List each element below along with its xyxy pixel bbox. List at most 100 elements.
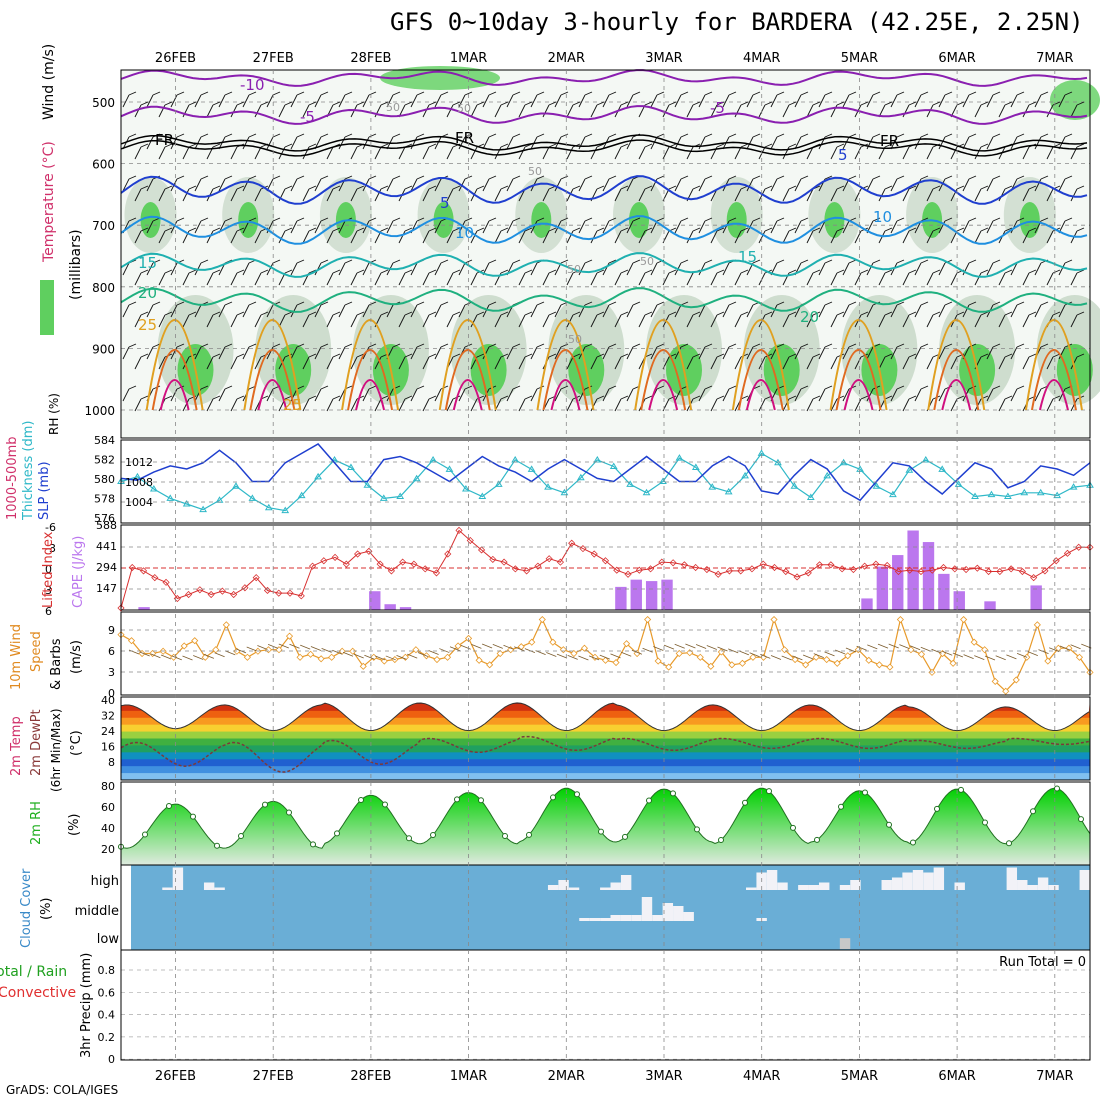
lifted-index-point [444, 550, 452, 558]
upper-wind-barb [644, 143, 653, 148]
rh-tick-label: 40 [101, 822, 115, 835]
upper-wind-barb [836, 185, 845, 190]
upper-wind-barb [128, 343, 137, 348]
upper-wind-barb [434, 136, 442, 150]
upper-wind-barb [440, 91, 449, 96]
upper-wind-barb [572, 185, 581, 190]
upper-wind-barb [332, 101, 341, 106]
upper-wind-barb [506, 346, 514, 360]
upper-wind-barb [1028, 227, 1037, 232]
upper-wind-barb [146, 178, 154, 192]
cloud-axis-label: Cloud Cover [19, 868, 34, 948]
slp-tick-label: 1004 [125, 496, 153, 509]
lifted-index-point [128, 563, 136, 572]
isotherm-label: 50 [567, 263, 581, 276]
upper-wind-barb [290, 178, 298, 192]
wind-barb [556, 653, 568, 659]
upper-wind-barb [500, 395, 509, 400]
isotherm-35 [941, 379, 972, 411]
upper-wind-barb [674, 346, 682, 360]
upper-wind-barb [488, 259, 497, 264]
upper-wind-barb [542, 314, 550, 328]
upper-wind-barb [1034, 178, 1042, 192]
upper-wind-barb [200, 91, 209, 96]
upper-wind-barb [542, 104, 550, 118]
upper-wind-barb [164, 143, 173, 148]
upper-wind-barb [146, 262, 154, 276]
wind-speed-point [907, 646, 915, 654]
upper-wind-barb [1046, 356, 1054, 370]
upper-wind-barb [362, 304, 370, 318]
date-label-top: 2MAR [548, 51, 585, 66]
upper-wind-barb [644, 269, 653, 274]
upper-wind-barb [686, 314, 694, 328]
thickness-point [494, 480, 503, 487]
upper-wind-barb [224, 343, 233, 348]
upper-wind-barb [1034, 94, 1042, 108]
upper-wind-barb [536, 91, 545, 96]
upper-wind-barb [794, 178, 802, 192]
temperature-color-band [121, 717, 1090, 726]
upper-wind-barb [308, 311, 317, 316]
isotherm-35 [355, 379, 386, 411]
date-label-top: 3MAR [645, 51, 682, 66]
isotherm-15 [120, 252, 1088, 278]
upper-wind-barb [194, 304, 202, 318]
wind-barb [685, 643, 696, 649]
upper-wind-barb [524, 353, 533, 358]
upper-wind-barb [638, 314, 646, 328]
upper-wind-barb [236, 101, 245, 106]
upper-wind-barb [224, 301, 233, 306]
upper-wind-barb [350, 188, 358, 202]
upper-wind-barb [434, 346, 442, 360]
upper-wind-barb [680, 175, 689, 180]
cloud-high-bar [954, 882, 965, 890]
upper-wind-barb [878, 314, 886, 328]
isotherm-30 [835, 349, 882, 411]
upper-wind-barb [200, 133, 209, 138]
upper-wind-barb [398, 398, 406, 412]
upper-wind-barb [674, 220, 682, 234]
cape-tick-label: 441 [96, 540, 117, 553]
upper-wind-barb [920, 343, 929, 348]
cloud-middle-bar [579, 918, 590, 921]
wind-barb [374, 655, 386, 661]
upper-wind-barb [944, 175, 953, 180]
wind-speed-point [191, 637, 199, 645]
upper-wind-barb [266, 94, 274, 108]
upper-wind-barb [896, 385, 905, 390]
upper-wind-barb [326, 146, 334, 160]
upper-wind-barb [308, 101, 317, 106]
upper-wind-barb [392, 91, 401, 96]
temp-tick-label: 16 [101, 741, 115, 754]
wind-speed-point [875, 661, 883, 669]
upper-wind-barb [302, 398, 310, 412]
upper-wind-barb [914, 388, 922, 402]
slp-axis-label: SLP (mb) [37, 461, 52, 520]
upper-wind-barb [752, 217, 761, 222]
upper-wind-barb [656, 133, 665, 138]
upper-wind-barb [788, 101, 797, 106]
upper-wind-barb [386, 304, 394, 318]
upper-wind-barb [950, 272, 958, 286]
upper-wind-barb [920, 91, 929, 96]
cloud-high-bar [933, 867, 945, 890]
upper-wind-barb [794, 388, 802, 402]
upper-wind-barb [494, 314, 502, 328]
upper-wind-barb [170, 388, 178, 402]
upper-wind-barb [140, 227, 149, 232]
cape-bar [369, 591, 381, 610]
cape-lifted-panel [120, 524, 1091, 611]
upper-wind-barb [656, 301, 665, 306]
cape-bar [645, 581, 658, 610]
upper-wind-barb [290, 136, 298, 150]
isotherm-label: 50 [568, 333, 582, 346]
upper-wind-barb [704, 91, 713, 96]
upper-wind-barb [500, 353, 509, 358]
upper-wind-barb [974, 188, 982, 202]
thickness-point [790, 482, 799, 489]
isotherm-25 [438, 319, 497, 411]
upper-wind-barb [530, 94, 538, 108]
wind-barb [653, 646, 664, 651]
date-label-top: 27FEB [253, 51, 294, 66]
